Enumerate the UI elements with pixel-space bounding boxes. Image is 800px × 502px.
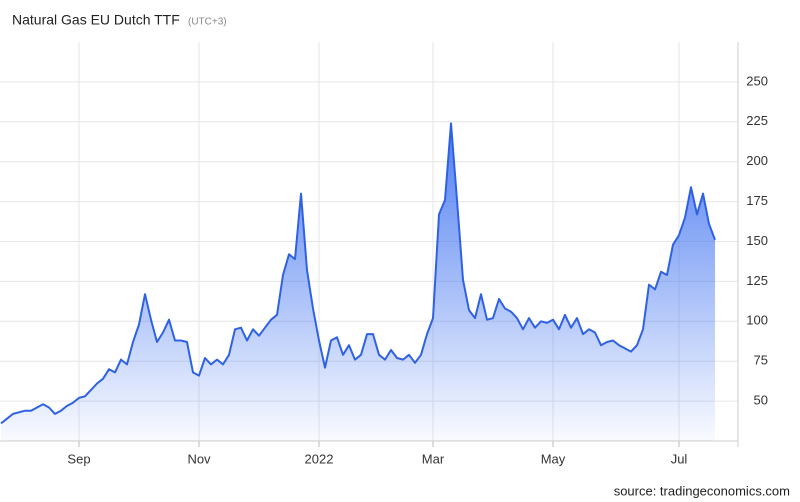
- y-tick-label: 225: [746, 113, 768, 128]
- y-tick-label: 150: [746, 233, 768, 248]
- y-tick-label: 200: [746, 153, 768, 168]
- y-tick-label: 250: [746, 73, 768, 88]
- x-tick-label: 2022: [305, 451, 334, 466]
- x-tick-label: Mar: [422, 451, 445, 466]
- x-tick-label: Nov: [187, 451, 211, 466]
- y-tick-label: 100: [746, 313, 768, 328]
- x-tick-label: May: [541, 451, 566, 466]
- chart-subtitle: (UTC+3): [188, 17, 227, 28]
- y-tick-label: 175: [746, 193, 768, 208]
- source: source: tradingeconomics.com: [614, 483, 790, 498]
- y-tick-label: 125: [746, 273, 768, 288]
- line: [0, 122, 716, 425]
- area: [1, 123, 715, 442]
- x-tick-label: Jul: [671, 451, 688, 466]
- chart-title: Natural Gas EU Dutch TTF: [12, 12, 180, 28]
- x-tick-label: Sep: [67, 451, 90, 466]
- y-tick-label: 75: [754, 353, 768, 368]
- y-tick-label: 50: [754, 393, 768, 408]
